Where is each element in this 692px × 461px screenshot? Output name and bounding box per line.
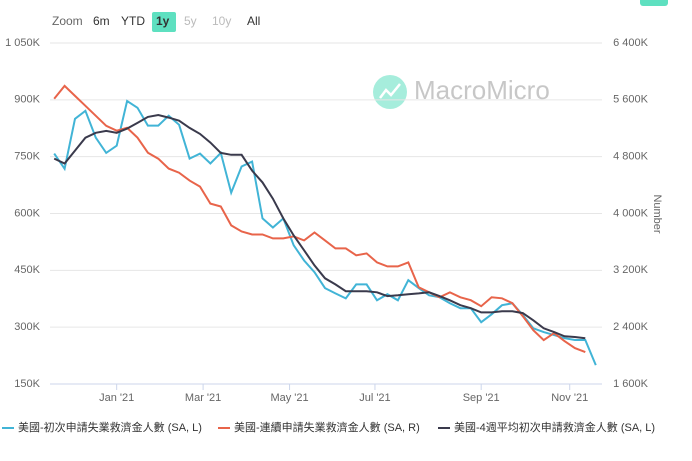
zoom-button[interactable]: 1y <box>156 14 170 28</box>
series-line <box>53 113 586 340</box>
y2-tick-label: 2 400K <box>613 321 649 333</box>
x-tick-label: Jan '21 <box>99 392 134 404</box>
watermark: MacroMicro <box>373 75 550 109</box>
y2-tick-label: 4 000K <box>613 207 649 219</box>
y-tick-label: 450K <box>14 264 40 276</box>
y2-tick-label: 1 600K <box>613 378 649 390</box>
y2-tick-label: 4 800K <box>613 151 649 163</box>
y-tick-label: 750K <box>14 151 40 163</box>
x-tick-label: Sep '21 <box>463 392 500 404</box>
corner-button[interactable] <box>640 0 668 6</box>
x-tick-label: Nov '21 <box>551 392 588 404</box>
x-tick-label: Jul '21 <box>359 392 390 404</box>
series-line <box>53 84 586 354</box>
zoom-label: Zoom <box>52 14 83 28</box>
y2-tick-label: 3 200K <box>613 264 649 276</box>
legend-label: 美國-初次申請失業救濟金人數 (SA, L) <box>18 420 202 434</box>
y-tick-label: 150K <box>14 378 40 390</box>
legend-item[interactable]: 美國-4週平均初次申請救濟金人數 (SA, L) <box>438 420 655 434</box>
x-tick-label: May '21 <box>270 392 308 404</box>
zoom-button[interactable]: 5y <box>184 14 197 28</box>
zoom-button[interactable]: 10y <box>212 14 231 28</box>
zoom-button[interactable]: 6m <box>93 14 110 28</box>
y-tick-label: 1 050K <box>5 37 41 49</box>
y2-axis-title: Number <box>651 194 663 233</box>
y2-tick-label: 5 600K <box>613 94 649 106</box>
series-line <box>53 99 597 366</box>
legend-label: 美國-連續申請失業救濟金人數 (SA, R) <box>234 420 420 434</box>
legend-item[interactable]: 美國-初次申請失業救濟金人數 (SA, L) <box>2 420 202 434</box>
x-tick-label: Mar '21 <box>185 392 221 404</box>
zoom-button[interactable]: YTD <box>121 14 145 28</box>
legend-item[interactable]: 美國-連續申請失業救濟金人數 (SA, R) <box>218 420 420 434</box>
zoom-button-bg <box>152 12 176 32</box>
y-tick-label: 600K <box>14 207 40 219</box>
watermark-text: MacroMicro <box>414 75 550 105</box>
y2-tick-label: 6 400K <box>613 37 649 49</box>
zoom-button[interactable]: All <box>247 14 260 28</box>
y-tick-label: 900K <box>14 94 40 106</box>
legend-label: 美國-4週平均初次申請救濟金人數 (SA, L) <box>454 420 655 434</box>
y-tick-label: 300K <box>14 321 40 333</box>
